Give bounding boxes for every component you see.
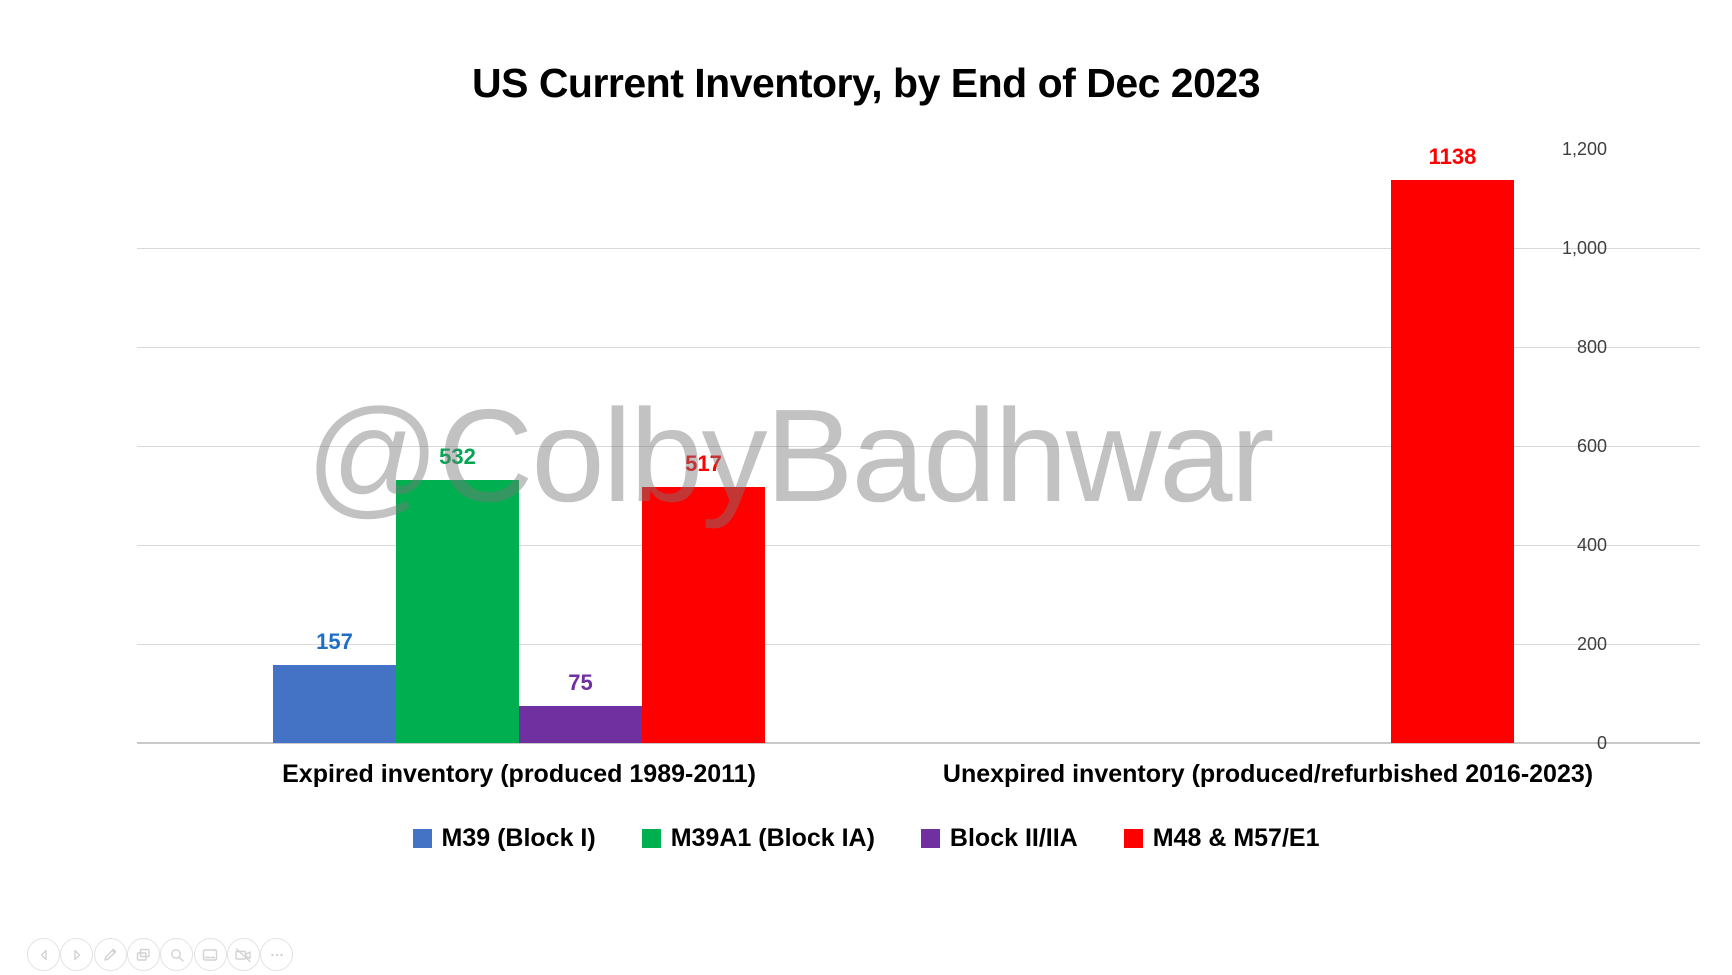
gridline-400 xyxy=(137,544,1700,546)
data-label-532: 532 xyxy=(439,444,476,469)
chart-title: US Current Inventory, by End of Dec 2023 xyxy=(471,60,1261,106)
y-axis-tick-1200: 1,200 xyxy=(1561,139,1607,159)
legend-swatch-icon xyxy=(1123,828,1143,848)
gridline-1000 xyxy=(137,247,1700,249)
y-axis-tick-1000: 1,000 xyxy=(1561,238,1607,258)
category-label-1: Expired inventory (produced 1989-2011) xyxy=(282,760,756,788)
toolbar-button-edit[interactable] xyxy=(93,938,127,971)
bar-m48-m57-e1-cat2 xyxy=(1391,180,1514,743)
data-label-1138: 1138 xyxy=(1428,144,1477,169)
toolbar-button-previous[interactable] xyxy=(27,938,60,971)
video-off-icon xyxy=(235,947,251,962)
bar-m39-block-i--cat1 xyxy=(273,665,396,743)
toolbar-button-magnifier[interactable] xyxy=(160,938,194,971)
y-axis-tick-600: 600 xyxy=(1576,436,1607,456)
toolbar-button-card[interactable] xyxy=(193,938,227,971)
y-axis-tick-200: 200 xyxy=(1576,634,1607,654)
toolbar-button-more[interactable] xyxy=(260,938,294,971)
edit-icon xyxy=(104,948,117,961)
photos-icon xyxy=(137,948,151,961)
y-axis-tick-0: 0 xyxy=(1596,733,1607,753)
y-axis-tick-400: 400 xyxy=(1576,535,1607,555)
y-axis-tick-800: 800 xyxy=(1576,337,1607,357)
data-label-517: 517 xyxy=(685,451,722,476)
legend-item-block-ii-iia: Block II/IIA xyxy=(920,823,1078,853)
legend-label: M39 (Block I) xyxy=(441,823,596,852)
legend-label: M39A1 (Block IA) xyxy=(670,823,875,852)
legend-item-m39-block-i-: M39 (Block I) xyxy=(412,823,596,853)
bar-block-ii-iia-cat1 xyxy=(519,706,642,743)
bar-m39a1-block-ia--cat1 xyxy=(396,480,519,743)
legend-swatch-icon xyxy=(920,828,940,848)
legend-label: M48 & M57/E1 xyxy=(1152,823,1320,852)
toolbar-button-next[interactable] xyxy=(60,938,94,971)
x-axis-line xyxy=(137,742,1700,744)
legend: M39 (Block I) M39A1 (Block IA) Block II/II… xyxy=(0,818,1732,858)
gridline-800 xyxy=(137,346,1700,348)
gridline-200 xyxy=(137,643,1700,645)
data-label-75: 75 xyxy=(568,670,593,695)
card-icon xyxy=(202,948,218,961)
legend-swatch-icon xyxy=(412,828,432,848)
data-label-157: 157 xyxy=(316,629,353,654)
next-icon xyxy=(74,949,80,960)
toolbar-button-video-off[interactable] xyxy=(226,938,260,971)
gridline-600 xyxy=(137,445,1700,447)
legend-item-m48-m57-e1: M48 & M57/E1 xyxy=(1123,823,1320,853)
legend-swatch-icon xyxy=(641,828,661,848)
more-icon xyxy=(270,953,283,956)
magnifier-icon xyxy=(170,948,184,962)
legend-label: Block II/IIA xyxy=(949,823,1078,852)
legend-item-m39a1-block-ia-: M39A1 (Block IA) xyxy=(641,823,875,853)
category-label-2: Unexpired inventory (produced/refurbishe… xyxy=(942,760,1594,788)
toolbar-button-photos[interactable] xyxy=(126,938,160,971)
bar-m48-m57-e1-cat1 xyxy=(642,487,765,743)
previous-icon xyxy=(40,949,47,960)
